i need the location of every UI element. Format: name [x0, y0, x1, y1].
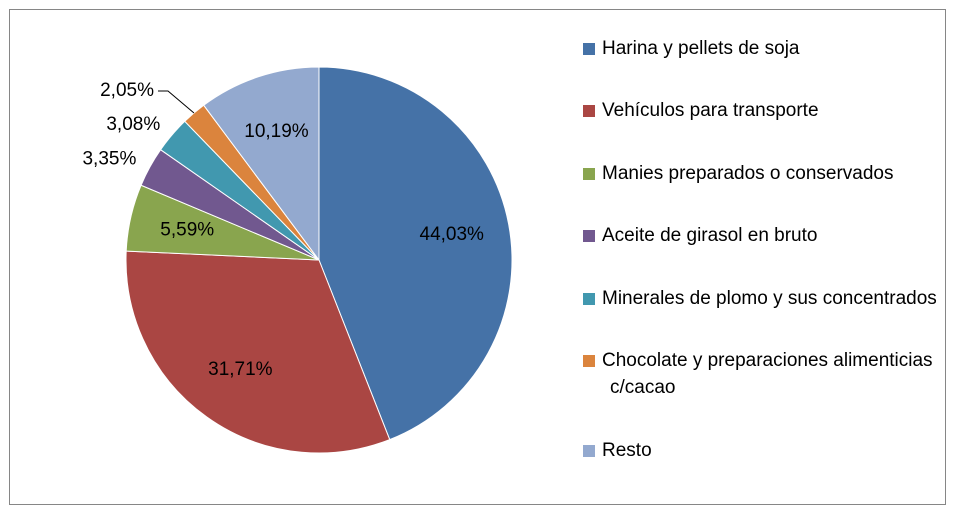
leader-line [157, 90, 195, 114]
legend-swatch [583, 168, 595, 180]
data-label: 10,19% [244, 121, 309, 142]
pie-slice [203, 66, 320, 262]
pie-slice [318, 66, 513, 441]
data-label: 2,05% [100, 80, 154, 101]
data-label: 3,08% [106, 114, 160, 135]
legend-swatch [583, 43, 595, 55]
data-label: 44,03% [420, 224, 485, 245]
legend-swatch [583, 355, 595, 367]
legend-label: Manies preparados o conservados [602, 163, 894, 184]
legend-swatch [583, 230, 595, 242]
legend-line: c/cacao [610, 377, 675, 398]
data-label: 5,59% [160, 219, 214, 240]
legend-label: Aceite de girasol en bruto [602, 225, 817, 246]
legend-label: Chocolate y preparaciones alimenticias c/… [602, 350, 933, 398]
legend-swatch [583, 105, 595, 117]
legend-label: Minerales de plomo y sus concentrados [602, 288, 937, 309]
data-label: 31,71% [208, 359, 273, 380]
legend-swatch [583, 445, 595, 457]
pie-slice [125, 250, 391, 454]
legend-label: Harina y pellets de soja [602, 38, 800, 59]
legend-swatch [583, 293, 595, 305]
legend-label: Resto [602, 440, 652, 461]
legend-label: Vehículos para transporte [602, 100, 819, 121]
legend-line: Chocolate y preparaciones alimenticias [602, 350, 933, 371]
data-label: 3,35% [82, 149, 136, 170]
